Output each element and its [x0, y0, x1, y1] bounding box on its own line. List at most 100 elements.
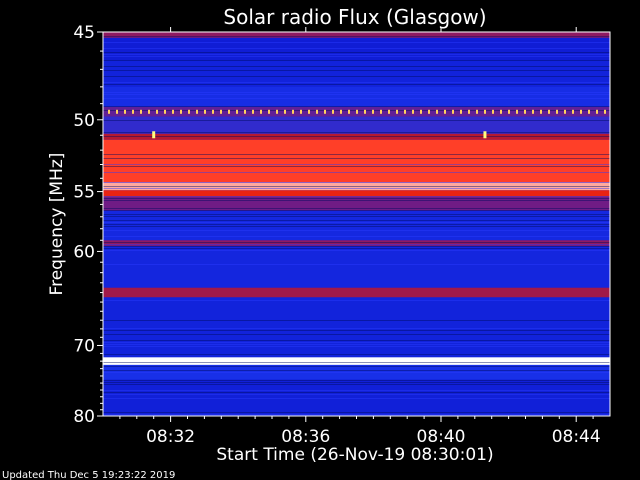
noise-line: [103, 246, 610, 247]
interference-dot: [596, 109, 598, 114]
interference-dot: [484, 109, 486, 114]
interference-dot: [292, 109, 294, 114]
interference-dot: [132, 109, 134, 114]
noise-line: [103, 330, 610, 331]
interference-dot: [116, 109, 118, 114]
interference-dot: [420, 109, 422, 114]
frequency-band-15: [103, 297, 610, 358]
interference-dot: [388, 109, 390, 114]
x-tick-label: 08:40: [417, 427, 466, 447]
noise-line: [103, 198, 610, 199]
frequency-band-10: [103, 196, 610, 211]
interference-dot: [380, 109, 382, 114]
interference-dot: [220, 109, 222, 114]
frequency-band-8: [103, 182, 610, 191]
noise-line: [103, 92, 610, 93]
interference-dot: [436, 109, 438, 114]
interference-dot: [204, 109, 206, 114]
noise-line: [103, 414, 610, 415]
noise-line: [103, 226, 610, 227]
interference-dot: [604, 109, 606, 114]
noise-line: [103, 214, 610, 215]
updated-footer: Updated Thu Dec 5 19:23:22 2019: [2, 470, 175, 480]
frequency-band-3: [103, 86, 610, 107]
y-tick-label: 55: [73, 183, 95, 203]
interference-dot: [268, 109, 270, 114]
interference-dot: [452, 109, 454, 114]
noise-line: [103, 398, 610, 399]
interference-dot: [148, 109, 150, 114]
noise-line: [103, 106, 610, 107]
y-axis-label: Frequency [MHz]: [47, 153, 67, 296]
y-tick-label: 80: [73, 407, 95, 427]
noise-line: [103, 196, 610, 197]
noise-line: [103, 200, 610, 201]
noise-line: [103, 48, 610, 49]
noise-line: [103, 70, 610, 71]
interference-dot: [444, 109, 446, 114]
x-axis: 08:32 08:36 08:40 08:44: [119, 27, 601, 447]
interference-dot: [548, 109, 550, 114]
interference-dot: [284, 109, 286, 114]
noise-line: [103, 132, 610, 133]
burst-spike-1: [483, 131, 487, 139]
x-tick-label: 08:36: [281, 427, 330, 447]
interference-dot: [500, 109, 502, 114]
interference-dot: [532, 109, 534, 114]
interference-dot: [556, 109, 558, 114]
interference-dot: [140, 109, 142, 114]
interference-dot: [516, 109, 518, 114]
interference-dot: [188, 109, 190, 114]
interference-dot: [212, 109, 214, 114]
noise-line: [103, 166, 610, 167]
interference-dot: [260, 109, 262, 114]
noise-line: [103, 136, 610, 137]
interference-dot: [124, 109, 126, 114]
noise-line: [103, 342, 610, 343]
interference-dot: [524, 109, 526, 114]
interference-dot: [588, 109, 590, 114]
noise-line: [103, 208, 610, 209]
spectrogram-area: [103, 32, 610, 416]
interference-dot: [332, 109, 334, 114]
noise-line: [103, 370, 610, 371]
frequency-band-18: [103, 379, 610, 416]
noise-line: [103, 42, 610, 43]
frequency-band-11: [103, 210, 610, 241]
noise-line: [103, 182, 610, 183]
noise-line: [103, 224, 610, 225]
frequency-band-1: [103, 37, 610, 61]
noise-line: [103, 394, 610, 395]
frequency-band-7: [103, 139, 610, 183]
noise-line: [103, 76, 610, 77]
noise-line: [103, 220, 610, 221]
interference-dot: [468, 109, 470, 114]
interference-dot: [172, 109, 174, 114]
noise-line: [103, 84, 610, 85]
y-tick-label: 70: [73, 336, 95, 356]
burst-spike-0: [152, 131, 156, 139]
interference-dot: [580, 109, 582, 114]
frequency-band-14: [103, 287, 610, 298]
interference-dot: [196, 109, 198, 114]
interference-dot: [476, 109, 478, 114]
noise-line: [103, 366, 610, 367]
interference-dot: [460, 109, 462, 114]
interference-dot: [348, 109, 350, 114]
interference-dot: [340, 109, 342, 114]
noise-line: [103, 94, 610, 95]
noise-line: [103, 250, 610, 251]
noise-line: [103, 216, 610, 217]
interference-dot: [228, 109, 230, 114]
interference-dot: [276, 109, 278, 114]
noise-line: [103, 98, 610, 99]
interference-dot: [572, 109, 574, 114]
interference-dot: [252, 109, 254, 114]
noise-line: [103, 384, 610, 385]
interference-dot: [244, 109, 246, 114]
noise-line: [103, 210, 610, 211]
interference-dot: [364, 109, 366, 114]
frequency-band-17: [103, 364, 610, 380]
noise-line: [103, 188, 610, 189]
